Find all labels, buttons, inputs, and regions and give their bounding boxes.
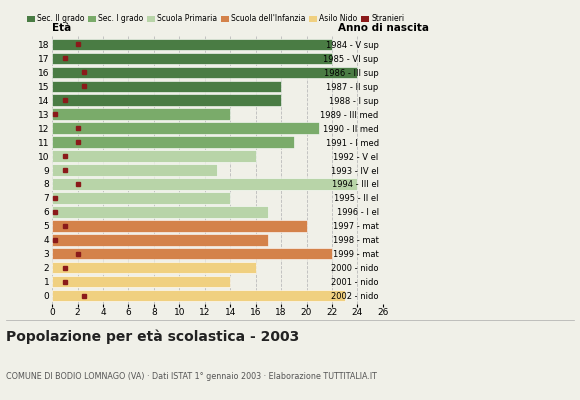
Bar: [52, 53, 332, 64]
Bar: [52, 39, 332, 50]
Bar: [52, 178, 357, 190]
Bar: [52, 164, 218, 176]
Bar: [52, 262, 256, 274]
Bar: [52, 108, 230, 120]
Bar: [52, 206, 269, 218]
Bar: [52, 94, 281, 106]
Legend: Sec. II grado, Sec. I grado, Scuola Primaria, Scuola dell'Infanzia, Asilo Nido, : Sec. II grado, Sec. I grado, Scuola Prim…: [26, 14, 405, 24]
Bar: [52, 248, 332, 260]
Text: Età: Età: [52, 23, 71, 33]
Bar: [52, 122, 319, 134]
Text: COMUNE DI BODIO LOMNAGO (VA) · Dati ISTAT 1° gennaio 2003 · Elaborazione TUTTITA: COMUNE DI BODIO LOMNAGO (VA) · Dati ISTA…: [6, 372, 376, 381]
Bar: [52, 220, 306, 232]
Bar: [52, 66, 357, 78]
Bar: [52, 80, 281, 92]
Bar: [52, 136, 294, 148]
Bar: [52, 290, 345, 301]
Text: Anno di nascita: Anno di nascita: [338, 23, 429, 33]
Bar: [52, 276, 230, 287]
Bar: [52, 150, 256, 162]
Bar: [52, 192, 230, 204]
Bar: [52, 234, 269, 246]
Text: Popolazione per età scolastica - 2003: Popolazione per età scolastica - 2003: [6, 330, 299, 344]
